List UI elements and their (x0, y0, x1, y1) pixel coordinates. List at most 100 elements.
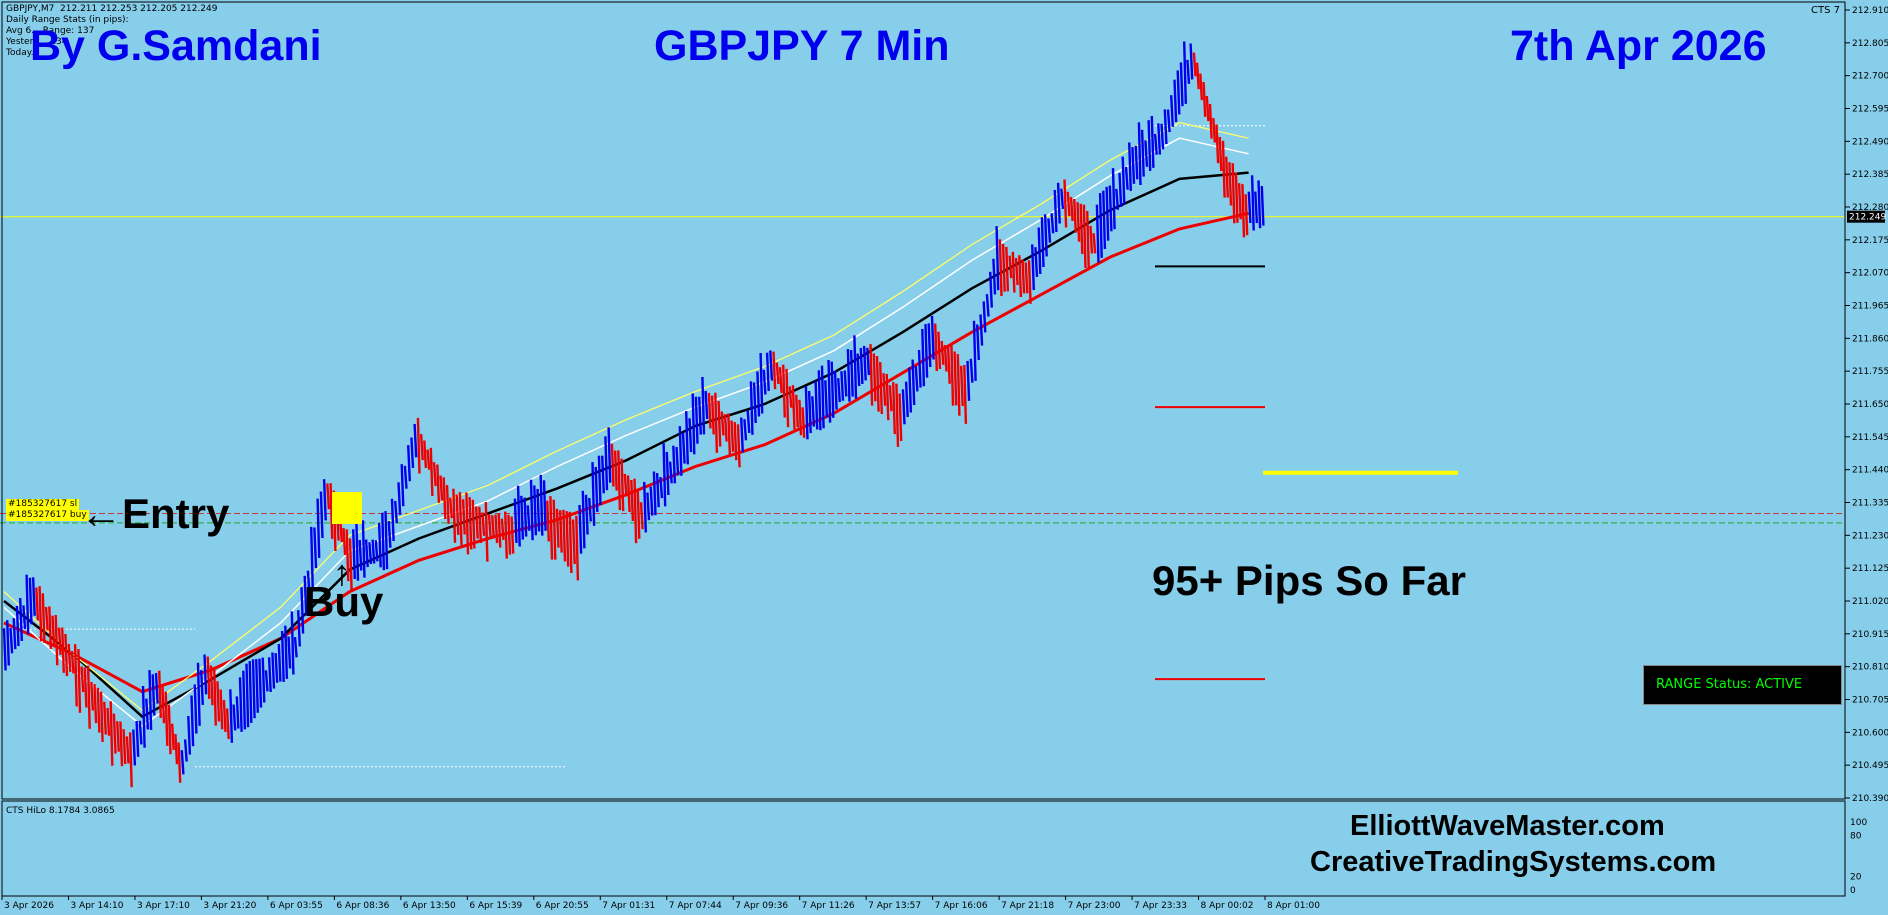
candle (203, 654, 208, 695)
candle (1027, 260, 1032, 304)
author-title: By G.Samdani (30, 22, 322, 70)
candle (358, 540, 363, 571)
candle (927, 323, 932, 368)
candle (1047, 218, 1052, 243)
candle (542, 480, 547, 531)
candle (859, 348, 864, 384)
candle (22, 605, 27, 630)
candle (520, 495, 525, 540)
candle (827, 359, 832, 423)
candle (284, 625, 289, 679)
candle (1183, 41, 1187, 104)
range-status-box: RANGE Status: ACTIVE (1643, 665, 1842, 705)
order-sl-label: #185327617 sl (6, 499, 80, 510)
candle (1056, 182, 1061, 224)
candle (904, 381, 909, 417)
candle (882, 373, 887, 406)
candle (48, 606, 53, 650)
candle (1082, 204, 1087, 269)
candle (326, 483, 331, 510)
candle (736, 424, 741, 468)
today-range-line: Today... (6, 48, 40, 58)
candle (675, 447, 680, 476)
symbol-header: GBPJPY,M7 212.211 212.253 212.205 212.24… (6, 4, 217, 59)
candle (791, 385, 796, 430)
candle (953, 351, 958, 406)
time-tick-label: 7 Apr 23:00 (1068, 901, 1121, 911)
candle (892, 382, 896, 435)
candle (762, 369, 767, 395)
price-tick-label: 210.810 (1852, 663, 1888, 673)
candle (70, 651, 75, 674)
candle (1150, 115, 1155, 168)
candle (1221, 140, 1226, 198)
time-tick-label: 3 Apr 21:20 (203, 901, 256, 911)
candle (1202, 81, 1207, 117)
candle (895, 383, 900, 447)
candle (293, 637, 298, 658)
entry-label: Entry (122, 490, 230, 537)
candle (568, 511, 573, 574)
candle (500, 518, 505, 541)
candle (51, 615, 56, 647)
candle (911, 359, 916, 406)
candle (445, 485, 450, 524)
candle (355, 521, 360, 581)
candle (788, 386, 793, 408)
candle (1157, 123, 1162, 155)
candle (1250, 175, 1255, 231)
candle (1231, 163, 1236, 224)
candle (1086, 210, 1090, 271)
candle (672, 445, 677, 484)
candle (429, 447, 434, 496)
candle (772, 351, 777, 390)
candle (478, 506, 483, 544)
candle (416, 417, 421, 474)
candle (950, 344, 955, 406)
candle (1043, 214, 1048, 257)
candle (872, 353, 877, 402)
candle (19, 598, 23, 642)
candle (1095, 204, 1100, 263)
candle (35, 587, 40, 621)
candle (694, 396, 699, 444)
candle (804, 386, 809, 440)
candle (322, 479, 327, 521)
candle (1108, 185, 1113, 232)
candle (1228, 162, 1233, 206)
candle (1076, 202, 1081, 242)
candle (12, 618, 17, 650)
time-tick-label: 7 Apr 01:31 (602, 901, 655, 911)
candle (685, 411, 689, 465)
price-tick-label: 211.440 (1852, 466, 1888, 476)
candle (607, 427, 612, 483)
candle (280, 630, 285, 682)
candle (1257, 180, 1262, 229)
candle (394, 500, 398, 524)
candle (795, 394, 799, 428)
candle (316, 498, 321, 558)
candle (862, 345, 867, 381)
instrument-title: GBPJPY 7 Min (654, 22, 950, 70)
candle (38, 586, 43, 642)
time-tick-label: 7 Apr 13:57 (868, 901, 921, 911)
candle (1034, 247, 1039, 277)
price-tick-label: 211.965 (1852, 302, 1888, 312)
candle (1140, 129, 1145, 177)
candle (410, 437, 415, 468)
candle (652, 471, 657, 516)
candle (125, 736, 130, 764)
candle (668, 461, 673, 484)
candle (930, 315, 935, 360)
price-tick-label: 212.805 (1852, 39, 1888, 49)
main-plot-area (0, 0, 1845, 800)
candle (1212, 117, 1217, 143)
price-tick-label: 211.335 (1852, 499, 1888, 509)
candle (306, 570, 311, 595)
candle (196, 662, 201, 726)
price-tick-label: 212.595 (1852, 105, 1888, 115)
candle (116, 721, 120, 752)
candle (833, 370, 838, 410)
price-tick-label: 212.490 (1852, 137, 1888, 147)
candle (617, 450, 622, 511)
